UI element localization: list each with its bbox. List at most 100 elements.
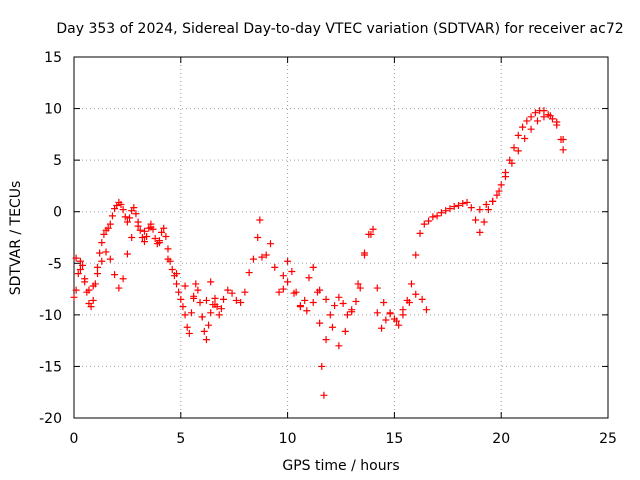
data-point xyxy=(279,272,287,280)
data-point xyxy=(220,295,228,303)
data-point xyxy=(185,329,193,337)
data-point xyxy=(497,181,505,189)
data-point xyxy=(205,321,213,329)
data-point xyxy=(467,204,475,212)
data-point xyxy=(72,286,80,294)
data-point xyxy=(130,204,138,212)
data-point xyxy=(303,307,311,315)
data-point xyxy=(305,274,313,282)
data-point xyxy=(258,253,266,261)
data-point xyxy=(331,302,339,310)
data-point xyxy=(328,323,336,331)
data-point xyxy=(249,255,257,263)
data-point xyxy=(96,249,104,257)
data-point xyxy=(98,257,106,265)
x-axis-label: GPS time / hours xyxy=(282,458,399,474)
data-point xyxy=(369,225,377,233)
data-point xyxy=(510,144,518,152)
data-point xyxy=(495,187,503,195)
axis-ticks xyxy=(73,56,609,419)
data-point xyxy=(89,282,97,290)
data-point xyxy=(72,254,80,262)
data-point xyxy=(256,216,264,224)
y-axis-label: SDTVAR / TECUs xyxy=(8,181,24,296)
data-point xyxy=(360,249,368,257)
data-point xyxy=(181,311,189,319)
data-point xyxy=(123,218,131,226)
data-point xyxy=(301,296,309,304)
y-tick-labels: -20 -15 -10 -5 0 5 10 15 xyxy=(39,50,62,427)
data-point xyxy=(284,278,292,286)
data-point xyxy=(412,290,420,298)
data-point xyxy=(380,298,388,306)
y-tick-label: -15 xyxy=(39,359,62,375)
data-point xyxy=(164,245,172,253)
data-point xyxy=(98,239,106,247)
data-point xyxy=(140,238,148,246)
data-point xyxy=(540,107,548,115)
data-point xyxy=(454,202,462,210)
data-point xyxy=(433,212,441,220)
data-point xyxy=(519,123,527,131)
data-point xyxy=(207,278,215,286)
data-point xyxy=(418,295,426,303)
data-point xyxy=(217,305,225,313)
data-point xyxy=(407,280,415,288)
data-point xyxy=(386,310,394,318)
data-point xyxy=(534,117,542,125)
data-point xyxy=(111,271,119,279)
data-point xyxy=(373,309,381,317)
data-point xyxy=(322,336,330,344)
data-point xyxy=(175,288,183,296)
data-point xyxy=(158,228,166,236)
data-point xyxy=(559,146,567,154)
data-point xyxy=(181,282,189,290)
data-point xyxy=(429,213,437,221)
data-point xyxy=(395,321,403,329)
data-point xyxy=(279,285,287,293)
data-point xyxy=(200,327,208,335)
data-point xyxy=(151,235,159,243)
data-point xyxy=(493,191,501,199)
data-point xyxy=(343,311,351,319)
data-point xyxy=(437,209,445,217)
data-point xyxy=(296,302,304,310)
data-point xyxy=(93,263,101,271)
data-point xyxy=(523,117,531,125)
x-tick-labels: 0 5 10 15 20 25 xyxy=(70,431,617,447)
data-point xyxy=(352,297,360,305)
data-point xyxy=(254,234,262,241)
data-point xyxy=(228,289,236,297)
data-point xyxy=(316,319,324,327)
data-point xyxy=(106,220,114,228)
data-point xyxy=(164,255,172,263)
data-point xyxy=(540,113,548,121)
data-point xyxy=(241,288,249,296)
data-point xyxy=(192,280,200,288)
data-point xyxy=(484,206,492,214)
data-point xyxy=(262,251,270,259)
data-point xyxy=(318,362,326,370)
data-point xyxy=(405,298,413,306)
data-point xyxy=(322,295,330,303)
data-point xyxy=(309,298,317,306)
data-point xyxy=(198,313,206,321)
data-point xyxy=(194,286,202,294)
data-point xyxy=(140,227,148,235)
data-point xyxy=(335,293,343,301)
data-point xyxy=(100,230,108,238)
data-point xyxy=(341,327,349,335)
data-point xyxy=(102,248,110,256)
data-point xyxy=(85,286,93,294)
x-tick-label: 5 xyxy=(176,431,185,447)
data-point xyxy=(489,197,497,205)
data-point xyxy=(76,265,84,273)
data-point xyxy=(202,336,210,344)
data-point xyxy=(476,228,484,236)
data-point xyxy=(480,218,488,226)
data-point xyxy=(508,159,516,167)
data-point xyxy=(202,296,210,304)
data-point xyxy=(155,239,163,247)
data-point xyxy=(211,301,219,309)
x-tick-label: 10 xyxy=(279,431,297,447)
